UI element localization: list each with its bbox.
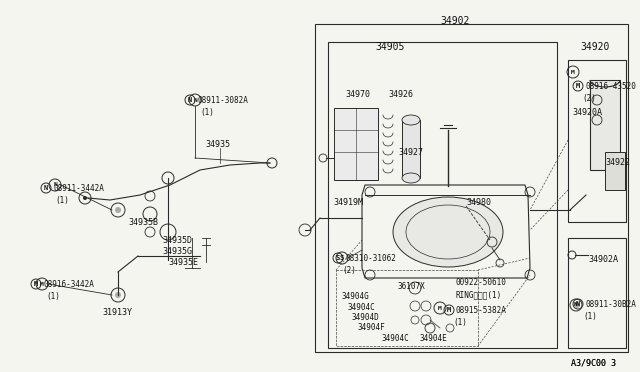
Text: 34904G: 34904G bbox=[342, 292, 370, 301]
Text: RINGリング(1): RINGリング(1) bbox=[456, 290, 502, 299]
Text: 34919M: 34919M bbox=[333, 198, 363, 207]
Text: N: N bbox=[574, 302, 578, 308]
Text: 34902: 34902 bbox=[440, 16, 470, 26]
Text: 36107X: 36107X bbox=[398, 282, 426, 291]
Text: 08916-43520: 08916-43520 bbox=[585, 82, 636, 91]
Text: (2): (2) bbox=[342, 266, 356, 275]
Text: 34905: 34905 bbox=[375, 42, 404, 52]
Text: 34904C: 34904C bbox=[382, 334, 410, 343]
Text: N: N bbox=[53, 183, 57, 187]
Ellipse shape bbox=[402, 173, 420, 183]
Bar bbox=[336, 270, 478, 346]
Circle shape bbox=[115, 207, 121, 213]
Text: S: S bbox=[336, 255, 340, 261]
Circle shape bbox=[115, 292, 121, 298]
Text: (1): (1) bbox=[55, 196, 69, 205]
Text: 08916-3442A: 08916-3442A bbox=[43, 280, 94, 289]
Text: (1): (1) bbox=[46, 292, 60, 301]
Text: (1): (1) bbox=[200, 108, 214, 117]
Text: 34904D: 34904D bbox=[352, 313, 380, 322]
Text: N: N bbox=[44, 185, 48, 191]
Text: (1): (1) bbox=[583, 312, 597, 321]
Text: M: M bbox=[34, 281, 38, 287]
Bar bbox=[328, 42, 557, 348]
Text: 34980: 34980 bbox=[466, 198, 491, 207]
Text: M: M bbox=[576, 83, 580, 89]
Text: 34920: 34920 bbox=[580, 42, 610, 52]
Ellipse shape bbox=[402, 115, 420, 125]
Text: 34935E: 34935E bbox=[168, 258, 198, 267]
Text: M: M bbox=[447, 307, 451, 313]
Text: M: M bbox=[571, 70, 575, 74]
Text: 08911-3082A: 08911-3082A bbox=[197, 96, 248, 105]
Bar bbox=[568, 238, 626, 348]
Bar bbox=[315, 24, 628, 352]
Bar bbox=[334, 108, 378, 180]
Text: 31913Y: 31913Y bbox=[102, 308, 132, 317]
Text: 00922-50610: 00922-50610 bbox=[456, 278, 507, 287]
Ellipse shape bbox=[393, 197, 503, 267]
Text: N: N bbox=[576, 301, 580, 307]
Text: 34970: 34970 bbox=[345, 90, 370, 99]
Text: 34935B: 34935B bbox=[128, 218, 158, 227]
Text: (2): (2) bbox=[582, 94, 596, 103]
Text: 08310-31062: 08310-31062 bbox=[345, 254, 396, 263]
Circle shape bbox=[83, 196, 87, 200]
Text: N: N bbox=[193, 97, 197, 103]
Text: 34927: 34927 bbox=[398, 148, 423, 157]
Text: 08911-3442A: 08911-3442A bbox=[53, 184, 104, 193]
Text: 34935D: 34935D bbox=[162, 236, 192, 245]
Text: 34904F: 34904F bbox=[357, 323, 385, 332]
Text: 34922: 34922 bbox=[605, 158, 630, 167]
Text: 34920A: 34920A bbox=[572, 108, 602, 117]
Text: 34935G: 34935G bbox=[162, 247, 192, 256]
Bar bbox=[402, 120, 420, 178]
Text: 34935: 34935 bbox=[205, 140, 230, 149]
Text: 08915-5382A: 08915-5382A bbox=[456, 306, 507, 315]
Text: 34904C: 34904C bbox=[347, 303, 375, 312]
Text: A3/9C00 3: A3/9C00 3 bbox=[571, 358, 616, 367]
Text: 34926: 34926 bbox=[388, 90, 413, 99]
Text: M: M bbox=[40, 282, 44, 286]
Text: (1): (1) bbox=[453, 318, 467, 327]
Circle shape bbox=[574, 302, 580, 308]
Text: 34902A: 34902A bbox=[588, 255, 618, 264]
Text: 08911-30B2A: 08911-30B2A bbox=[585, 300, 636, 309]
Text: A3/9C00 3: A3/9C00 3 bbox=[571, 358, 616, 367]
Text: 34904E: 34904E bbox=[420, 334, 448, 343]
Text: S: S bbox=[340, 255, 344, 261]
Bar bbox=[568, 60, 626, 222]
Bar bbox=[590, 80, 620, 170]
Text: M: M bbox=[438, 305, 442, 311]
Bar bbox=[605, 152, 625, 190]
Text: N: N bbox=[188, 97, 192, 103]
